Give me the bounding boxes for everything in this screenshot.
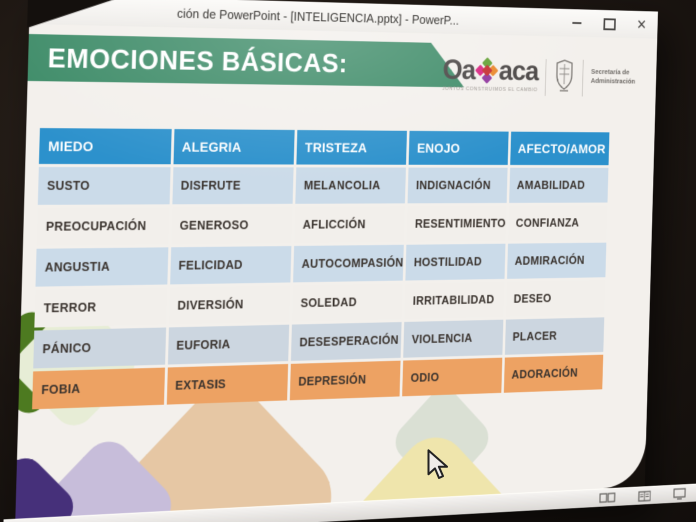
table-cell: RESENTIMIENTO (407, 206, 507, 242)
table-cell: HOSTILIDAD (406, 244, 506, 281)
slideshow-view-button[interactable] (673, 488, 686, 500)
table-cell: IRRITABILIDAD (404, 282, 504, 319)
normal-view-icon (599, 492, 616, 503)
table-cell: DESESPERACIÓN (291, 322, 402, 361)
logo-divider (545, 59, 547, 96)
window-controls: ✕ (560, 9, 658, 39)
table-cell: SOLEDAD (292, 283, 403, 321)
minimize-icon (572, 22, 581, 24)
table-cell: DEPRESIÓN (290, 361, 401, 401)
screen-photo: ción de PowerPoint - [INTELIGENCIA.pptx]… (0, 0, 696, 522)
table-header-cell: AFECTO/AMOR (510, 132, 610, 166)
table-cell: DESEO (506, 280, 606, 317)
table-cell: MELANCOLIA (295, 167, 406, 203)
table-cell: ODIO (402, 358, 502, 397)
table-cell: VIOLENCIA (403, 320, 503, 358)
table-header-cell: MIEDO (39, 128, 171, 164)
slideshow-view-icon (673, 488, 686, 500)
table-cell: PÁNICO (33, 328, 165, 369)
table-header-cell: TRISTEZA (296, 130, 407, 165)
powerpoint-window: ción de PowerPoint - [INTELIGENCIA.pptx]… (15, 0, 658, 522)
oaxaca-logo: Oa aca JUNTOS CONSTRUIMOS EL CAMBIO (442, 56, 636, 99)
table-cell: INDIGNACIÓN (408, 168, 508, 204)
table-cell: SUSTO (38, 167, 170, 205)
page-title: EMOCIONES BÁSICAS: (47, 42, 348, 79)
normal-view-button[interactable] (599, 492, 616, 503)
table-cell: FELICIDAD (170, 246, 292, 284)
oaxaca-diamonds-icon (476, 60, 497, 83)
close-icon: ✕ (636, 18, 646, 32)
table-cell: CONFIANZA (508, 205, 608, 241)
table-cell: PREOCUPACIÓN (37, 207, 169, 246)
mouse-cursor (424, 448, 450, 487)
table-cell: ADMIRACIÓN (507, 243, 607, 279)
table-header-cell: ALEGRIA (173, 129, 295, 164)
table-cell: AFLICCIÓN (294, 206, 405, 243)
table-header-cell: ENOJO (409, 131, 509, 165)
state-crest-icon (553, 58, 576, 98)
table-cell: AMABILIDAD (509, 168, 609, 203)
table-cell: AUTOCOMPASIÓN (293, 245, 404, 283)
table-cell: TERROR (34, 287, 166, 327)
table-cell: DISFRUTE (172, 167, 294, 204)
secretary-text: Secretaría de Administración (591, 67, 636, 86)
table-cell: EXTASIS (166, 364, 288, 405)
oaxaca-wordmark: Oa aca JUNTOS CONSTRUIMOS EL CAMBIO (442, 56, 539, 93)
logo-divider (582, 60, 584, 97)
logo-tagline: JUNTOS CONSTRUIMOS EL CAMBIO (442, 86, 538, 93)
table-cell: ANGUSTIA (35, 247, 167, 286)
reading-view-icon (638, 490, 651, 502)
reading-view-button[interactable] (638, 490, 651, 502)
table-cell: EUFORIA (167, 325, 289, 365)
maximize-icon (603, 18, 616, 30)
table-cell: DIVERSIÓN (169, 285, 291, 324)
slide: EMOCIONES BÁSICAS: Oa aca (15, 24, 657, 519)
table-cell: FOBIA (32, 368, 164, 410)
close-button[interactable]: ✕ (625, 11, 658, 39)
table-cell: GENEROSO (171, 207, 293, 245)
emotions-table: MIEDO ALEGRIA TRISTEZA ENOJO AFECTO/AMOR… (32, 128, 609, 409)
slide-title-banner: EMOCIONES BÁSICAS: (28, 34, 466, 87)
maximize-button[interactable] (593, 10, 626, 38)
table-cell: PLACER (505, 317, 605, 354)
minimize-button[interactable] (560, 9, 594, 37)
table-cell: ADORACIÓN (504, 355, 604, 393)
